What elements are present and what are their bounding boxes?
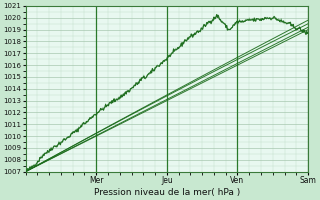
X-axis label: Pression niveau de la mer( hPa ): Pression niveau de la mer( hPa ) <box>94 188 240 197</box>
